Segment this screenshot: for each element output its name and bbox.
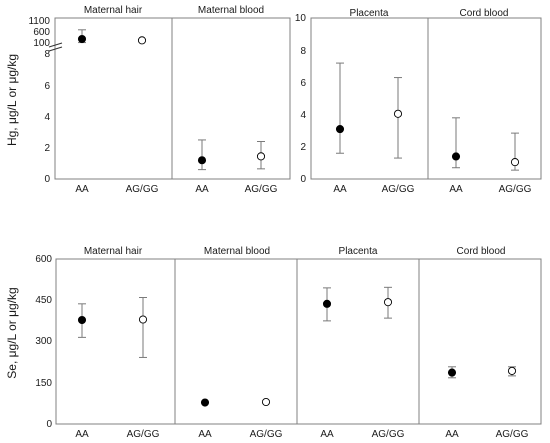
hg-ytick-label: 0 xyxy=(300,174,306,185)
hg-point-open xyxy=(393,109,403,118)
hg-ytick-label: 8 xyxy=(44,49,50,60)
hg-point-open xyxy=(510,158,520,167)
se-point-filled xyxy=(322,299,332,308)
se-panel-title: Cord blood xyxy=(457,246,506,257)
hg-ytick-label: 6 xyxy=(44,81,50,92)
hg-xtick-label: AA xyxy=(333,184,347,195)
hg-axis-break xyxy=(48,42,63,48)
se-chart: Se, μg/L or μg/kg Maternal hair Maternal… xyxy=(5,246,542,440)
hg-ytick-label: 0 xyxy=(44,174,50,185)
se-panel-title: Placenta xyxy=(339,246,378,257)
hg-right-frame xyxy=(310,17,542,180)
hg-panel-title: Placenta xyxy=(350,8,389,19)
hg-ytick-label: 10 xyxy=(295,13,307,24)
se-point-open xyxy=(507,366,517,375)
se-xtick-label: AG/GG xyxy=(372,429,405,440)
hg-ytick-label: 600 xyxy=(33,27,50,38)
hg-point-filled xyxy=(197,156,207,165)
hg-panel-title: Cord blood xyxy=(460,8,509,19)
hg-axis-break xyxy=(48,46,63,52)
hg-xtick-label: AG/GG xyxy=(245,184,278,195)
se-point-filled xyxy=(447,368,457,377)
hg-point-filled xyxy=(451,152,461,161)
se-point-open xyxy=(261,397,271,407)
se-frame xyxy=(55,258,542,425)
se-point-open xyxy=(383,298,393,307)
se-ytick-label: 300 xyxy=(35,336,52,347)
se-panel-title: Maternal blood xyxy=(204,246,270,257)
hg-xtick-label: AG/GG xyxy=(382,184,415,195)
hg-ytick-label: 8 xyxy=(300,46,306,57)
hg-panel-title: Maternal hair xyxy=(84,5,143,16)
se-data-marks xyxy=(77,286,517,407)
hg-xtick-label: AA xyxy=(449,184,463,195)
se-ytick-label: 150 xyxy=(35,378,52,389)
hg-ytick-label: 6 xyxy=(300,78,306,89)
hg-data-marks xyxy=(77,29,520,171)
hg-ylabel: Hg, μg/L or μg/kg xyxy=(5,54,19,146)
se-xtick-label: AG/GG xyxy=(250,429,283,440)
se-ylabel: Se, μg/L or μg/kg xyxy=(5,287,19,378)
se-ytick-label: 0 xyxy=(46,419,52,430)
hg-xtick-label: AA xyxy=(75,184,89,195)
se-xtick-label: AA xyxy=(198,429,212,440)
hg-point-open xyxy=(256,152,266,161)
hg-ytick-label: 4 xyxy=(300,110,306,121)
se-ytick-label: 600 xyxy=(35,254,52,265)
hg-panel-title: Maternal blood xyxy=(198,5,264,16)
hg-point-filled xyxy=(77,34,87,44)
se-ytick-label: 450 xyxy=(35,295,52,306)
hg-xtick-label: AG/GG xyxy=(499,184,532,195)
hg-ytick-label: 4 xyxy=(44,112,50,123)
hg-ytick-label: 2 xyxy=(44,143,50,154)
se-xtick-label: AG/GG xyxy=(127,429,160,440)
se-point-filled xyxy=(77,315,87,325)
se-xtick-label: AG/GG xyxy=(496,429,529,440)
hg-ytick-label: 100 xyxy=(33,38,50,49)
hg-xtick-label: AA xyxy=(195,184,209,195)
se-xtick-label: AA xyxy=(445,429,459,440)
se-xtick-label: AA xyxy=(320,429,334,440)
hg-ytick-label: 1100 xyxy=(28,16,50,27)
se-point-filled xyxy=(200,398,210,407)
hg-ytick-label: 2 xyxy=(300,142,306,153)
se-point-open xyxy=(138,315,148,324)
se-panel-title: Maternal hair xyxy=(84,246,143,257)
hg-point-open xyxy=(137,36,147,45)
hg-point-filled xyxy=(335,125,345,134)
se-xtick-label: AA xyxy=(75,429,89,440)
hg-xtick-label: AG/GG xyxy=(126,184,159,195)
hg-chart: Hg, μg/L or μg/kg Maternal hair Maternal… xyxy=(5,5,542,195)
